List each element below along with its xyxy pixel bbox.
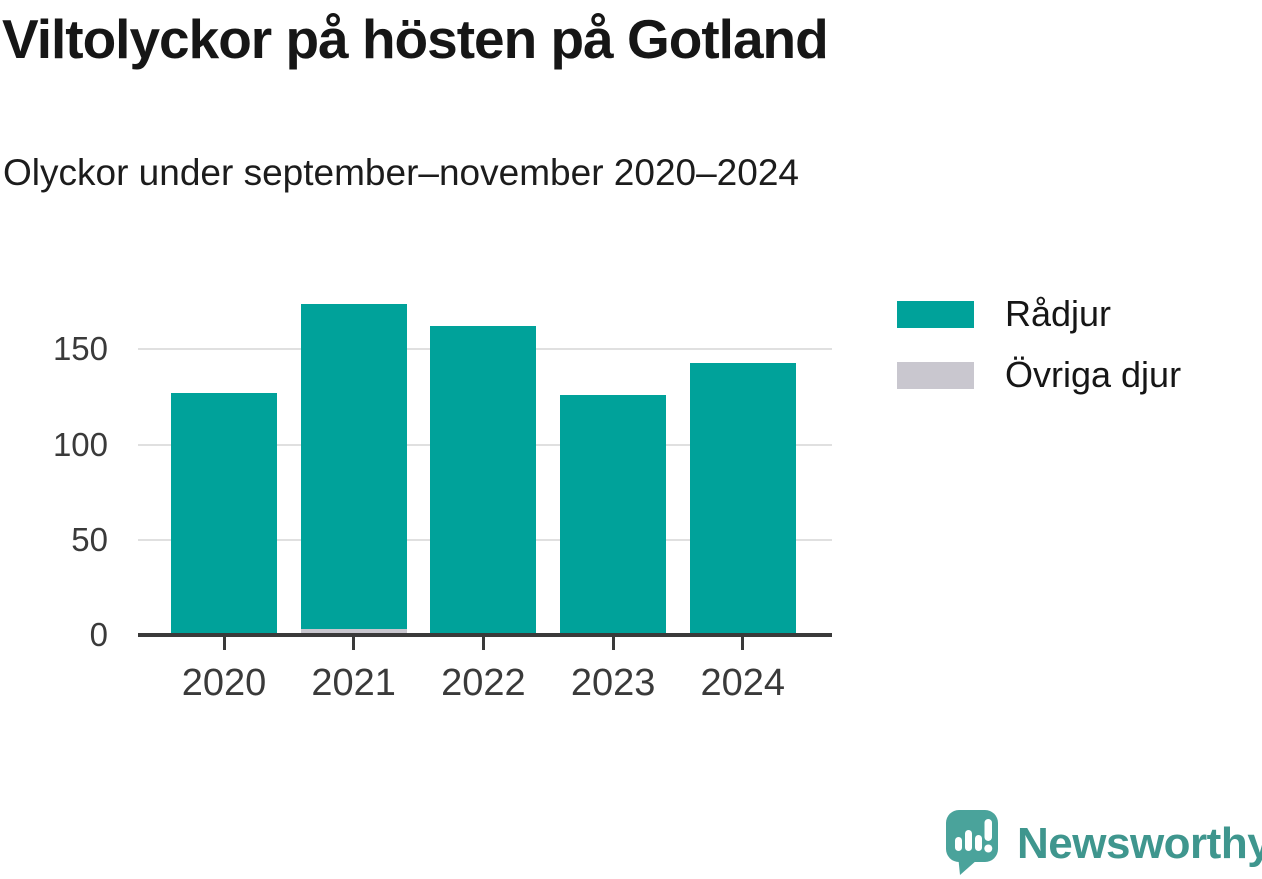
y-tick-label-100: 100	[52, 425, 108, 463]
newsworthy-logo: Newsworthy	[946, 810, 1262, 877]
x-tick-label-2024: 2024	[700, 662, 786, 704]
legend-swatch-ovriga-djur	[897, 361, 974, 389]
x-tick-2023	[611, 637, 615, 650]
y-tick-label-0: 0	[89, 616, 108, 653]
legend-row-radjur: Rådjur	[897, 293, 1181, 334]
x-tick-label-2023: 2023	[570, 662, 656, 704]
newsworthy-wordmark: Newsworthy	[1017, 818, 1262, 868]
bar-r-djur-2024	[689, 362, 796, 635]
bar-r-djur-2022	[430, 326, 537, 635]
newsworthy-bar-chart-bubble-icon	[946, 810, 998, 875]
x-tick-label-2020: 2020	[181, 662, 267, 704]
bar--vriga-djur-2021	[300, 629, 407, 635]
x-tick-label-2022: 2022	[441, 662, 526, 704]
x-tick-2021	[352, 637, 356, 650]
y-tick-label-150: 150	[52, 330, 108, 368]
legend-label-ovriga-djur: Övriga djur	[1005, 354, 1182, 395]
x-tick-2024	[741, 637, 745, 650]
legend-label-radjur: Rådjur	[1005, 293, 1112, 334]
x-tick-2022	[481, 637, 485, 650]
x-tick-label-2021: 2021	[311, 662, 396, 704]
x-axis-line	[138, 633, 832, 637]
y-tick-label-50: 50	[71, 520, 108, 558]
bar-r-djur-2020	[171, 393, 277, 635]
legend-row-ovriga-djur: Övriga djur	[897, 354, 1181, 395]
x-tick-2020	[222, 637, 226, 650]
legend: Rådjur Övriga djur	[897, 293, 1181, 395]
legend-swatch-radjur	[897, 300, 974, 328]
bar-r-djur-2021	[300, 303, 407, 630]
bar-r-djur-2023	[560, 394, 667, 635]
chart-title: Viltolyckor på hösten på Gotland	[2, 8, 829, 70]
chart-subtitle: Olyckor under september–november 2020–20…	[3, 152, 799, 193]
